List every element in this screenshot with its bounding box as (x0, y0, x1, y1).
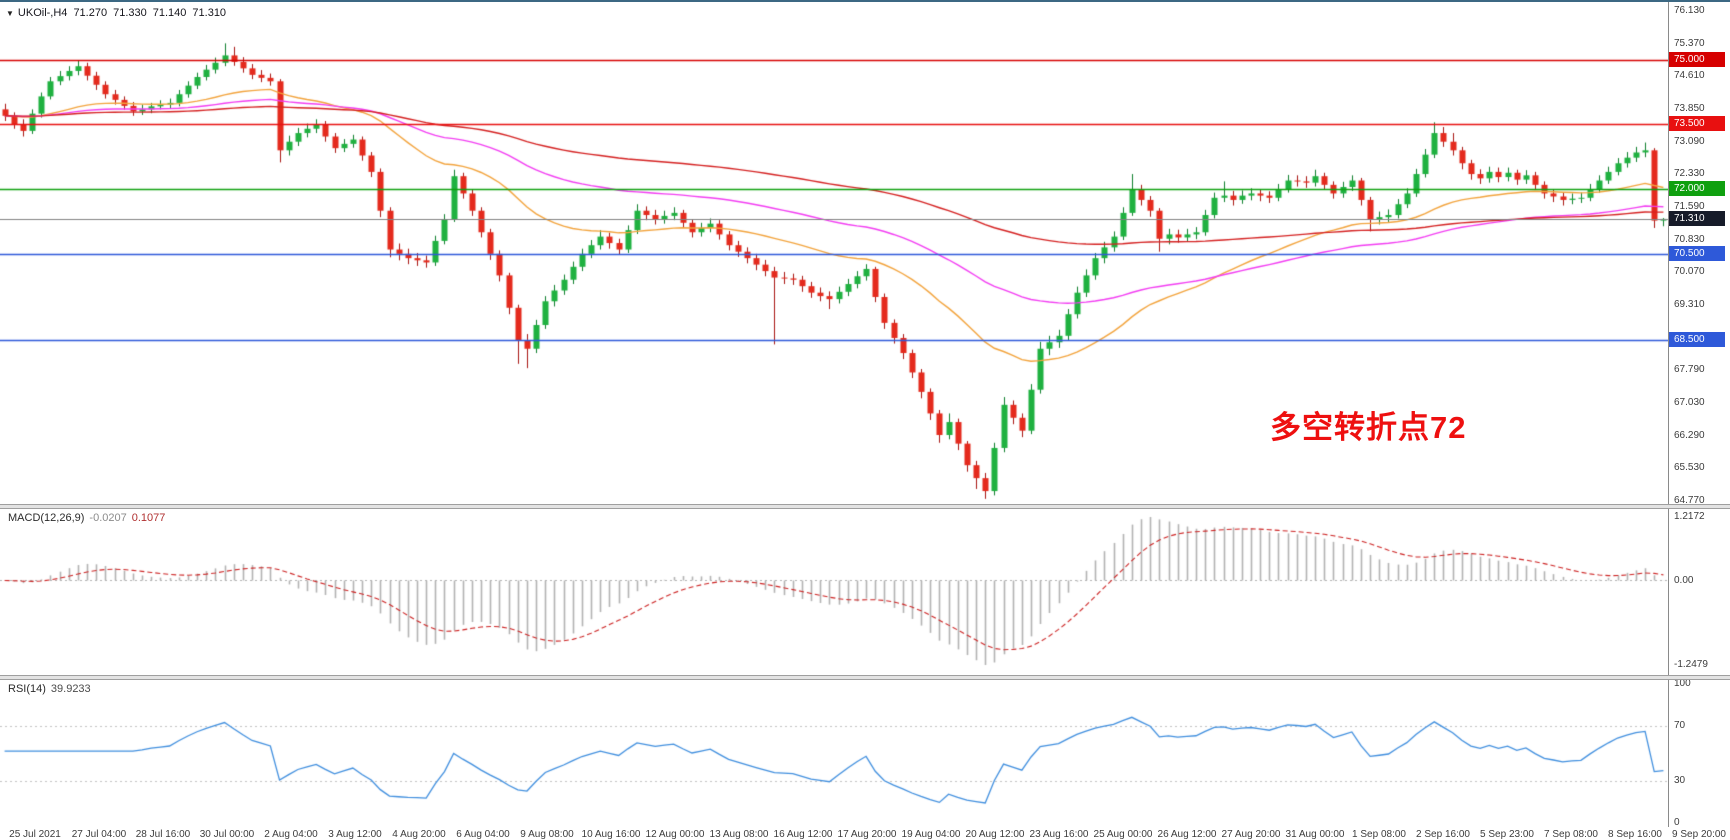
rsi-axis-label: 70 (1674, 719, 1686, 731)
time-axis-label: 9 Aug 08:00 (520, 829, 574, 840)
ohlc-low: 71.140 (152, 7, 187, 19)
price-axis-tick: 69.310 (1674, 299, 1705, 310)
rsi-axis-label: 30 (1674, 775, 1686, 787)
price-chart-canvas[interactable] (0, 2, 1668, 504)
macd-signal-value: 0.1077 (131, 512, 166, 524)
time-axis-label: 19 Aug 04:00 (901, 829, 961, 840)
price-level-badge: 72.000 (1669, 181, 1725, 197)
price-level-badge: 71.310 (1669, 210, 1725, 226)
price-axis-tick: 66.290 (1674, 429, 1705, 441)
ohlc-close: 71.310 (192, 7, 227, 19)
macd-indicator-label: MACD(12,26,9) -0.0207 0.1077 (8, 512, 165, 524)
ohlc-high: 71.330 (113, 7, 147, 19)
ohlc-open: 71.270 (73, 7, 108, 19)
rsi-indicator-label: RSI(14) 39.9233 (8, 683, 91, 695)
time-axis-label: 16 Aug 12:00 (773, 829, 833, 840)
time-axis-label: 3 Aug 12:00 (328, 829, 382, 840)
price-axis-tick: 72.330 (1674, 168, 1705, 180)
symbol-ohlc-readout: ▼ UKOil-,H4 71.270 71.330 71.140 71.310 (6, 7, 232, 19)
rsi-value: 39.9233 (50, 683, 91, 695)
macd-axis-label: 1.2172 (1674, 511, 1705, 522)
price-axis-tick: 73.090 (1674, 135, 1705, 147)
price-axis-tick: 67.790 (1674, 364, 1705, 376)
time-axis-label: 6 Aug 04:00 (456, 829, 510, 840)
time-axis-label: 10 Aug 16:00 (581, 829, 641, 840)
time-axis-label: 28 Jul 16:00 (135, 829, 191, 840)
time-axis-label: 1 Sep 08:00 (1352, 829, 1406, 840)
time-axis-label: 2 Aug 04:00 (264, 829, 318, 840)
time-axis-label: 13 Aug 08:00 (709, 829, 769, 840)
price-axis-tick: 73.850 (1674, 103, 1705, 114)
price-axis-tick: 70.830 (1674, 233, 1705, 245)
time-axis-label: 8 Sep 16:00 (1608, 829, 1662, 840)
chart-collapse-icon[interactable]: ▼ (6, 9, 14, 18)
pane-separator[interactable] (0, 504, 1730, 509)
time-axis-label: 7 Sep 08:00 (1544, 829, 1598, 840)
macd-main-value: -0.0207 (89, 512, 127, 524)
macd-indicator-canvas[interactable] (0, 509, 1668, 675)
chart-annotation-text: 多空转折点72 (1270, 410, 1467, 445)
rsi-label-text: RSI(14) (8, 683, 46, 695)
price-axis-tick: 65.530 (1674, 462, 1705, 474)
price-axis[interactable]: 76.130 75.370 74.610 73.850 73.090 72.330 71.5… (1668, 2, 1730, 828)
time-axis-label: 17 Aug 20:00 (837, 829, 897, 840)
macd-axis-label: 0.00 (1674, 574, 1694, 586)
time-axis-label: 9 Sep 20:00 (1672, 829, 1726, 840)
price-axis-tick: 74.610 (1674, 70, 1705, 82)
price-axis-tick: 76.130 (1674, 5, 1705, 16)
rsi-indicator-canvas[interactable] (0, 680, 1668, 827)
rsi-axis-label: 0 (1674, 817, 1680, 828)
macd-axis-label: -1.2479 (1674, 659, 1708, 670)
price-axis-tick: 64.770 (1674, 495, 1705, 506)
rsi-axis-label: 100 (1674, 678, 1691, 689)
time-axis-label: 25 Jul 2021 (9, 829, 61, 840)
time-axis-label: 4 Aug 20:00 (392, 829, 446, 840)
time-axis-label: 31 Aug 00:00 (1285, 829, 1345, 840)
pane-separator[interactable] (0, 675, 1730, 680)
price-axis-tick: 71.590 (1674, 201, 1705, 212)
time-axis-label: 12 Aug 00:00 (645, 829, 705, 840)
macd-label-text: MACD(12,26,9) (8, 512, 85, 524)
time-axis-label: 27 Jul 04:00 (71, 829, 127, 840)
symbol-title: UKOil-,H4 (17, 7, 68, 19)
time-axis-label: 26 Aug 12:00 (1157, 829, 1217, 840)
price-level-badge: 70.500 (1669, 245, 1725, 261)
time-axis-label: 23 Aug 16:00 (1029, 829, 1089, 840)
price-level-badge: 73.500 (1669, 116, 1725, 132)
price-level-badge: 68.500 (1669, 332, 1725, 348)
price-axis-tick: 70.070 (1674, 266, 1705, 278)
time-axis-label: 25 Aug 00:00 (1093, 829, 1153, 840)
time-axis[interactable]: 25 Jul 2021 27 Jul 04:00 28 Jul 16:00 30 Ju… (0, 827, 1730, 840)
time-axis-label: 30 Jul 00:00 (199, 829, 255, 840)
time-axis-label: 2 Sep 16:00 (1416, 829, 1470, 840)
price-axis-tick: 75.370 (1674, 37, 1705, 49)
time-axis-label: 27 Aug 20:00 (1221, 829, 1281, 840)
price-axis-tick: 67.030 (1674, 397, 1705, 408)
time-axis-label: 5 Sep 23:00 (1480, 829, 1534, 840)
price-level-badge: 75.000 (1669, 51, 1725, 67)
time-axis-label: 20 Aug 12:00 (965, 829, 1025, 840)
